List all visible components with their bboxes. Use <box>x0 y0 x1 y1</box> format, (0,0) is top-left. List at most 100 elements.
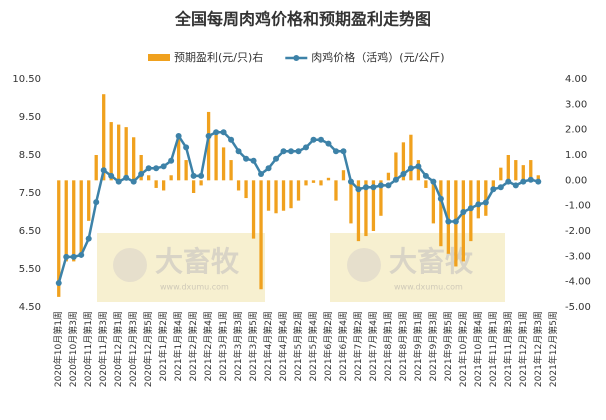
bar <box>184 160 188 181</box>
x-tick-label: 2021年9月第5周 <box>442 311 454 381</box>
marker <box>123 174 130 181</box>
legend-label: 肉鸡价格（活鸡）(元/公斤) <box>311 50 444 64</box>
marker <box>243 155 250 162</box>
bar <box>289 180 293 209</box>
x-tick-label: 2021年7月第2周 <box>352 311 364 381</box>
x-tick-label: 2021年10月第2周 <box>457 311 469 387</box>
bar <box>102 94 106 181</box>
y2-tick-label: -4.00 <box>565 277 591 288</box>
bar <box>446 180 451 254</box>
marker <box>138 171 145 177</box>
bar <box>431 180 436 224</box>
bar <box>311 180 316 183</box>
marker <box>175 133 182 139</box>
x-tick-label: 2020年12月第3周 <box>127 311 139 387</box>
marker <box>70 253 77 260</box>
marker <box>280 148 287 155</box>
marker <box>145 165 152 172</box>
watermark-logo <box>113 248 147 282</box>
marker <box>198 172 205 179</box>
marker <box>85 235 92 242</box>
x-tick-label: 2021年4月第4周 <box>277 311 289 381</box>
marker <box>422 172 429 179</box>
x-tick-label: 2021年8月第1周 <box>382 311 394 381</box>
y2-tick-label: 4.00 <box>565 74 587 85</box>
bar <box>236 180 241 191</box>
x-tick-label: 2021年11月第3周 <box>502 311 514 387</box>
x-tick-label: 2020年10月第3周 <box>67 311 79 387</box>
bar <box>379 180 383 216</box>
marker <box>55 280 62 287</box>
bar <box>221 147 226 181</box>
bar <box>132 137 136 181</box>
bar <box>529 160 533 181</box>
bar <box>416 160 421 181</box>
y-tick-label: 7.50 <box>19 188 41 199</box>
legend-label: 预期盈利(元/只)右 <box>174 50 263 64</box>
x-tick-label: 2021年2月第4周 <box>202 311 214 381</box>
watermark-brand: 大畜牧 <box>155 245 240 278</box>
bar <box>394 152 398 181</box>
bar <box>109 122 113 181</box>
marker <box>250 157 257 164</box>
marker <box>115 178 122 185</box>
marker <box>467 205 474 212</box>
x-tick-label: 2021年5月第4周 <box>307 311 319 381</box>
bar <box>514 160 518 181</box>
marker <box>235 148 242 155</box>
marker <box>505 178 512 185</box>
bar <box>124 127 128 181</box>
marker <box>190 172 197 179</box>
watermark-url: www.dxumu.com <box>394 283 463 292</box>
bar <box>304 180 308 186</box>
marker <box>153 165 160 172</box>
legend-swatch <box>148 54 170 61</box>
bar <box>364 180 368 237</box>
x-tick-label: 2020年11月第1周 <box>82 311 94 387</box>
x-tick-label: 2021年8月第3周 <box>397 311 409 381</box>
y2-tick-label: 2.00 <box>565 125 587 136</box>
x-tick-label: 2021年3月第1周 <box>217 311 229 381</box>
bar <box>72 180 76 262</box>
y-tick-label: 6.50 <box>19 226 41 237</box>
x-tick-label: 2021年1月第2周 <box>157 311 169 381</box>
x-tick-label: 2021年2月第2周 <box>187 311 199 381</box>
bar <box>281 180 286 211</box>
bar <box>161 180 166 191</box>
bar <box>199 180 203 186</box>
bar <box>94 155 98 181</box>
marker <box>535 178 542 185</box>
bar <box>326 177 331 181</box>
y2-tick-label: 0.00 <box>565 175 587 186</box>
bar <box>334 180 338 201</box>
bar <box>266 180 271 211</box>
x-tick-label: 2020年12月第1周 <box>112 311 124 387</box>
y2-tick-label: 1.00 <box>565 150 587 161</box>
y-tick-label: 9.50 <box>19 112 41 123</box>
marker <box>497 184 504 191</box>
bar <box>57 180 61 297</box>
x-tick-label: 2021年3月第3周 <box>232 311 244 381</box>
marker <box>370 184 377 191</box>
marker <box>108 172 115 179</box>
bar <box>214 132 218 181</box>
x-tick-label: 2021年10月第4周 <box>472 311 484 387</box>
bar <box>484 180 488 216</box>
marker <box>347 178 354 185</box>
y2-tick-label: -3.00 <box>565 251 591 262</box>
bar <box>274 180 278 214</box>
marker <box>228 136 235 143</box>
x-tick-label: 2021年11月第1周 <box>487 311 499 387</box>
x-tick-label: 2021年12月第5周 <box>547 311 559 387</box>
marker <box>430 178 437 185</box>
x-tick-label: 2021年12月第3周 <box>532 311 544 387</box>
bar <box>439 180 443 247</box>
marker <box>460 209 467 215</box>
bar <box>229 160 233 181</box>
bar <box>79 180 83 257</box>
watermark-logo <box>347 248 381 282</box>
marker <box>183 144 190 151</box>
marker <box>452 218 459 225</box>
